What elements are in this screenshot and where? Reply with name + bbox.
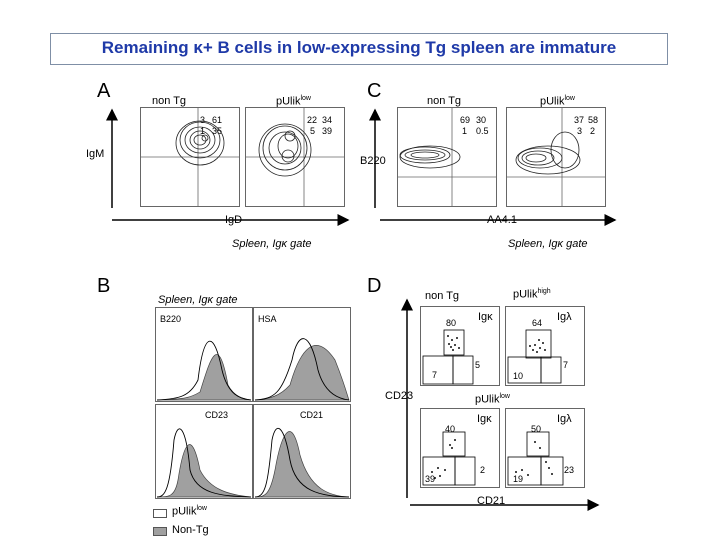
panel-b-hist-b220 bbox=[155, 307, 253, 402]
panel-c-q1-tl: 69 bbox=[460, 115, 471, 125]
panel-a-col1-title: non Tg bbox=[152, 95, 187, 107]
panel-c-gate-label: Spleen, Igκ gate bbox=[508, 238, 588, 250]
title-frame bbox=[50, 33, 668, 65]
panel-a-contours-nontg bbox=[175, 120, 225, 166]
panel-c-plot-pulik bbox=[506, 107, 606, 207]
panel-d-p2-top: 64 bbox=[532, 318, 543, 328]
panel-d-low-title: pUliklow bbox=[475, 393, 510, 406]
panel-letter-d: D bbox=[367, 275, 382, 297]
panel-b-hist-label-hsa: HSA bbox=[258, 314, 277, 324]
panel-c-q2-bl: 3 bbox=[577, 126, 583, 136]
panel-a-q2-tr: 34 bbox=[322, 115, 333, 125]
panel-b-gate-label: Spleen, Igκ gate bbox=[158, 294, 238, 306]
panel-b-hist-label-cd23: CD23 bbox=[205, 410, 229, 420]
panel-d-p3-top: 40 bbox=[445, 424, 456, 434]
figure-title: Remaining κ+ B cells in low-expressing T… bbox=[101, 38, 617, 57]
panel-d-p3-header: Igκ bbox=[477, 413, 492, 425]
panel-a-q2-br: 39 bbox=[322, 126, 333, 136]
panel-letter-c: C bbox=[367, 80, 382, 102]
panel-c-y-axis-label: B220 bbox=[360, 155, 386, 167]
panel-a-q2-tl: 22 bbox=[307, 115, 318, 125]
panel-d-p1-br: 5 bbox=[475, 360, 481, 370]
panel-b-hist-label-cd21: CD21 bbox=[300, 410, 324, 420]
panel-d-x-axis-label: CD21 bbox=[477, 495, 506, 507]
panel-a-q1-tl: 3 bbox=[200, 115, 206, 125]
panel-d-p4-br: 23 bbox=[564, 465, 575, 475]
panel-d-p4-top: 50 bbox=[531, 424, 542, 434]
panel-a-col2-title: pUliklow bbox=[276, 95, 311, 108]
legend-swatch-nontg bbox=[153, 527, 167, 536]
panel-c-q1-br: 0.5 bbox=[476, 126, 489, 136]
panel-a-y-axis-label: IgM bbox=[86, 148, 105, 160]
panel-d-plot-high-lambda bbox=[505, 306, 585, 386]
panel-c-contours-pulik bbox=[515, 131, 581, 175]
panel-c-q1-tr: 30 bbox=[476, 115, 487, 125]
panel-d-y-axis-label: CD23 bbox=[385, 390, 414, 402]
panel-d-p2-br: 7 bbox=[563, 360, 569, 370]
panel-b-hist-label-b220: B220 bbox=[160, 314, 182, 324]
panel-d-plot-nontg-kappa bbox=[420, 306, 500, 386]
panel-d-p2-header: Igλ bbox=[557, 311, 572, 323]
panel-a-q2-bl: 5 bbox=[310, 126, 316, 136]
panel-c-col2-title: pUliklow bbox=[540, 95, 575, 108]
panel-d-p4-bl: 19 bbox=[513, 474, 524, 484]
panel-b-histograms bbox=[156, 338, 350, 498]
panel-d-p4-header: Igλ bbox=[557, 413, 572, 425]
panel-letter-a: A bbox=[97, 80, 111, 102]
panel-d-high-title: pUlikhigh bbox=[513, 288, 551, 301]
panel-a-gate-label: Spleen, Igκ gate bbox=[232, 238, 312, 250]
panel-d-p1-bl: 7 bbox=[432, 370, 438, 380]
panel-d-p1-header: Igκ bbox=[478, 311, 493, 323]
panel-c-q2-tr: 58 bbox=[588, 115, 599, 125]
panel-c-q2-tl: 37 bbox=[574, 115, 585, 125]
panel-d-plot-low-kappa bbox=[420, 408, 500, 488]
panel-c-contours-nontg bbox=[399, 145, 461, 169]
panel-a-q1-tr: 61 bbox=[212, 115, 223, 125]
panel-c-q2-br: 2 bbox=[590, 126, 596, 136]
panel-d-nontg-title: non Tg bbox=[425, 290, 460, 302]
panel-d-p3-bl: 39 bbox=[425, 474, 436, 484]
legend-label-nontg: Non-Tg bbox=[172, 524, 209, 536]
panel-c-q1-bl: 1 bbox=[462, 126, 468, 136]
panel-d-p2-bl: 10 bbox=[513, 371, 524, 381]
legend-swatch-pulik bbox=[153, 509, 167, 518]
panel-a-contours-pulik bbox=[258, 123, 312, 177]
panel-d-p1-top: 80 bbox=[446, 318, 457, 328]
legend-label-pulik: pUliklow bbox=[172, 505, 207, 518]
panel-letter-b: B bbox=[97, 275, 111, 297]
panel-c-col1-title: non Tg bbox=[427, 95, 462, 107]
panel-d-gates bbox=[422, 329, 564, 486]
panel-d-p3-br: 2 bbox=[480, 465, 486, 475]
panel-d-dots bbox=[431, 335, 553, 479]
panel-d-plot-low-lambda bbox=[505, 408, 585, 488]
